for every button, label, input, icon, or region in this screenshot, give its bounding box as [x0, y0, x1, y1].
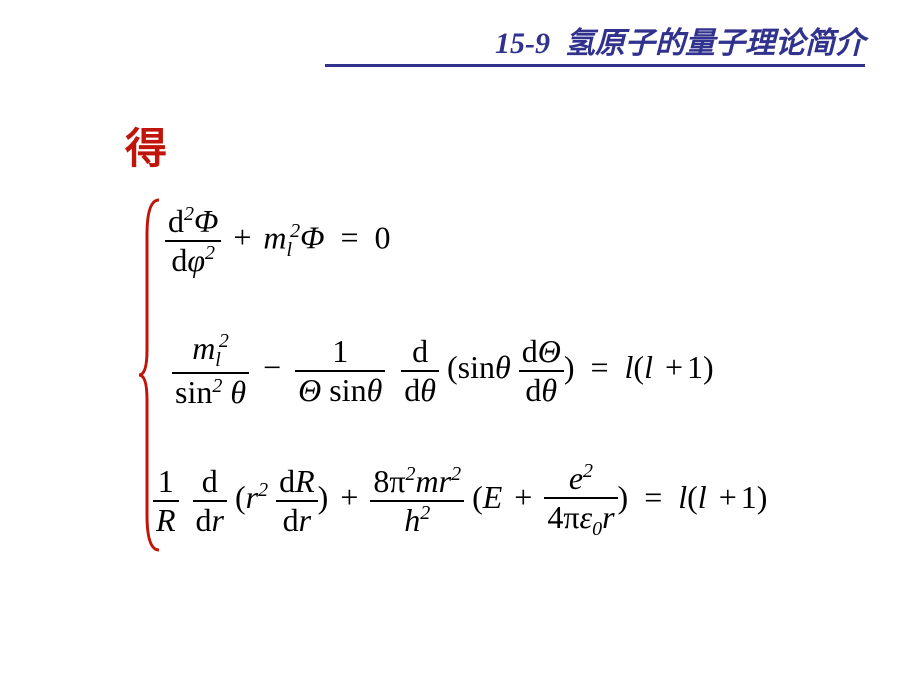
equation-1: d2Φ dφ2 + ml2Φ = 0	[165, 203, 390, 279]
eq2-frac2: 1 Θ sinθ	[295, 333, 385, 409]
eq1-frac1: d2Φ dφ2	[165, 203, 221, 279]
eq2-frac1: ml2 sin2 θ	[172, 330, 249, 411]
eq3-frac3: dR dr	[276, 463, 318, 539]
eq2-frac4: dΘ dθ	[519, 333, 564, 409]
eq3-frac4: 8π2mr2 h2	[370, 463, 464, 539]
eq3-frac5: e2 4πε0r	[544, 460, 617, 541]
eq3-frac2: d dr	[193, 463, 227, 539]
eq3-frac1: 1 R	[153, 463, 179, 539]
equation-2: ml2 sin2 θ − 1 Θ sinθ d dθ (sinθ dΘ dθ )…	[172, 330, 714, 411]
header-title: 15-9 氢原子的量子理论简介	[325, 18, 865, 62]
section-number: 15-9	[495, 27, 550, 60]
slide-header: 15-9 氢原子的量子理论简介	[325, 18, 865, 67]
eq2-frac3: d dθ	[401, 333, 439, 409]
equation-3: 1 R d dr (r2 dR dr ) + 8π2mr2 h2 (E + e2…	[153, 460, 767, 541]
header-underline	[325, 64, 865, 67]
section-title: 氢原子的量子理论简介	[565, 27, 865, 60]
result-label: 得	[125, 115, 167, 176]
